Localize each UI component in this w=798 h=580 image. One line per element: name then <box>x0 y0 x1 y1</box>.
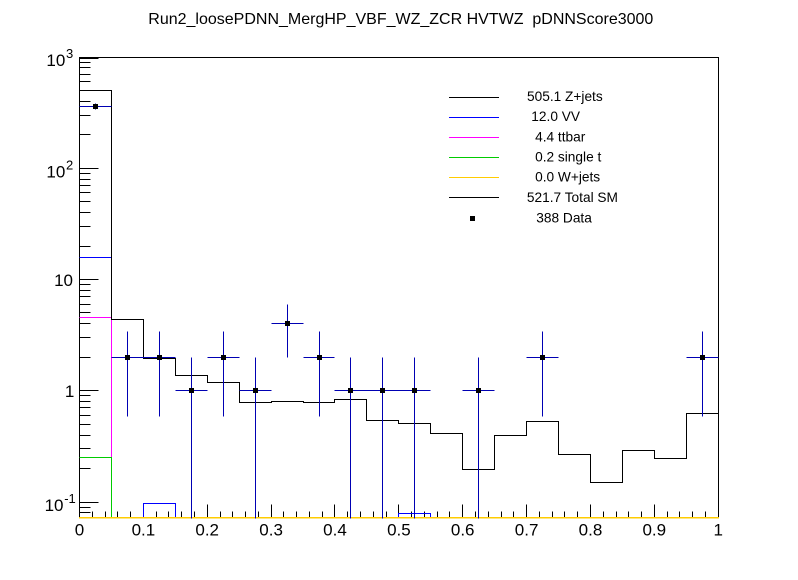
svg-text:1: 1 <box>65 382 74 401</box>
svg-text:0.4: 0.4 <box>323 520 347 539</box>
svg-text:2: 2 <box>66 157 73 172</box>
svg-text:-1: -1 <box>64 491 76 506</box>
svg-text:0.7: 0.7 <box>515 520 539 539</box>
svg-text:0.8: 0.8 <box>579 520 603 539</box>
svg-text:12.0 VV: 12.0 VV <box>531 109 581 124</box>
svg-text:521.7 Total SM: 521.7 Total SM <box>527 190 618 205</box>
svg-text:4.4 ttbar: 4.4 ttbar <box>535 129 586 144</box>
svg-text:0.5: 0.5 <box>387 520 411 539</box>
svg-text:0.1: 0.1 <box>132 520 156 539</box>
svg-text:0: 0 <box>75 520 84 539</box>
svg-text:0.0 W+jets: 0.0 W+jets <box>535 170 600 185</box>
svg-text:3: 3 <box>66 46 73 61</box>
svg-text:10: 10 <box>46 163 65 182</box>
svg-text:0.3: 0.3 <box>259 520 283 539</box>
svg-text:505.1 Z+jets: 505.1 Z+jets <box>527 89 603 104</box>
svg-text:Run2_loosePDNN_MergHP_VBF_WZ_Z: Run2_loosePDNN_MergHP_VBF_WZ_ZCR HVTWZ p… <box>148 11 653 28</box>
svg-text:0.2 single t: 0.2 single t <box>535 150 601 165</box>
svg-text:0.6: 0.6 <box>451 520 475 539</box>
svg-text:1: 1 <box>713 520 722 539</box>
svg-text:388 Data: 388 Data <box>536 211 592 226</box>
svg-text:0.2: 0.2 <box>195 520 219 539</box>
svg-text:10: 10 <box>46 51 65 70</box>
svg-text:10: 10 <box>54 271 73 290</box>
svg-text:10: 10 <box>45 496 64 515</box>
svg-text:0.9: 0.9 <box>642 520 666 539</box>
